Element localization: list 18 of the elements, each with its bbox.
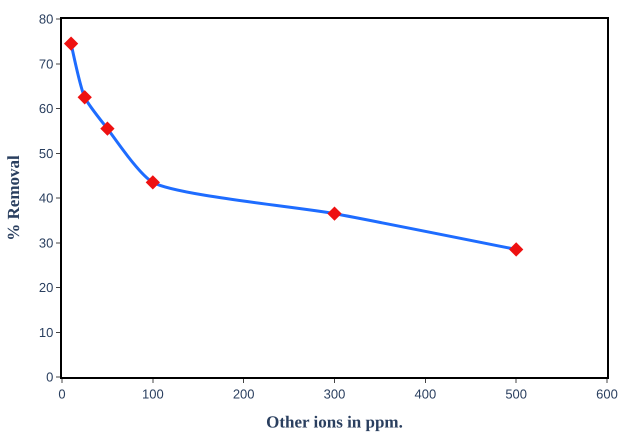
x-tick-label: 100: [142, 386, 164, 402]
y-tick-label: 0: [46, 370, 54, 385]
y-tick-label: 80: [38, 12, 54, 27]
y-axis-title: % Removal: [4, 155, 23, 241]
x-tick-label: 500: [505, 386, 528, 402]
x-tick-label: 400: [414, 386, 436, 402]
y-tick-label: 40: [38, 190, 54, 206]
x-tick-label: 300: [324, 386, 346, 402]
y-tick-label: 20: [38, 280, 54, 296]
y-tick-label: 70: [38, 56, 54, 72]
x-axis-title: Other ions in ppm.: [266, 412, 403, 432]
y-tick-label: 60: [38, 101, 54, 116]
y-tick-label: 50: [38, 146, 54, 161]
x-tick-label: 0: [58, 386, 66, 402]
x-tick-label: 600: [596, 386, 618, 402]
y-tick-label: 30: [38, 235, 54, 250]
y-tick-label: 10: [38, 324, 54, 340]
x-tick-label: 200: [232, 386, 255, 402]
